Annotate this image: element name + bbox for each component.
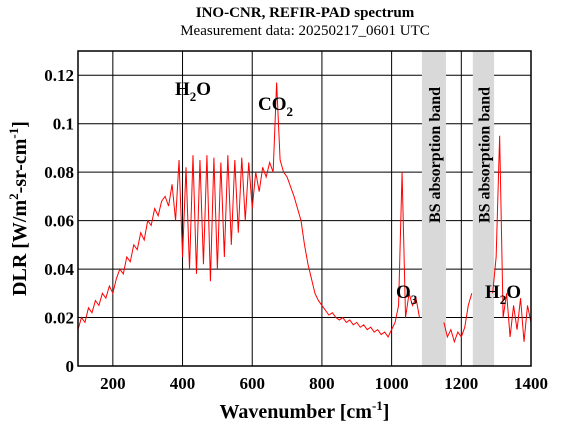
x-tick-label: 1000 [375,374,409,393]
superscript: -1 [372,398,383,413]
annotation-text: O [396,282,411,303]
y-axis-label-text: ] [9,121,31,128]
y-tick-label: 0.06 [44,212,74,231]
superscript: -1 [6,128,21,139]
chart-subtitle: Measurement data: 20250217_0601 UTC [180,23,430,39]
chart-title: INO-CNR, REFIR-PAD spectrum [196,5,415,21]
y-axis-label: DLR [W/m2-sr-cm-1] [6,121,31,296]
y-tick-label: 0.08 [44,163,74,182]
spectrum-line [77,82,532,344]
x-tick-label: 200 [100,374,126,393]
x-tick-label: 600 [239,374,265,393]
x-axis-label-text: Wavenumber [cm [220,401,373,423]
x-tick-label: 400 [170,374,196,393]
y-tick-label: 0 [66,357,75,376]
x-axis-label: Wavenumber [cm-1] [220,398,390,423]
subscript: 2 [190,89,197,104]
band-label: BS absorption band [427,87,444,223]
annotation-text: O [506,282,521,303]
subscript: 3 [411,292,418,307]
annotation-text: H [175,79,190,100]
x-tick-label: 1400 [514,374,548,393]
plot-frame [77,50,532,367]
subscript: 2 [500,292,507,307]
annotation: CO2 [258,94,293,119]
superscript: 2 [6,193,21,200]
plot-area [78,51,531,366]
x-tick-label: 1200 [444,374,478,393]
y-tick-label: 0.1 [53,115,74,134]
y-tick-label: 0.12 [44,66,74,85]
annotation: H2O [175,79,211,104]
x-axis-label-text: ] [383,401,390,423]
band-label: BS absorption band [476,87,493,223]
absorption-band [472,51,495,366]
annotation: O3 [396,282,418,307]
y-tick-label: 0.02 [44,309,74,328]
y-tick-label: 0.04 [44,260,74,279]
annotation-text: CO [258,94,287,115]
x-tick-label: 800 [309,374,335,393]
subscript: 2 [287,104,294,119]
absorption-band [421,51,446,366]
y-axis-label-text: -sr-cm [9,138,31,193]
annotation: H2O [485,282,521,307]
annotation-text: O [196,79,211,100]
y-axis-label-text: DLR [W/m [9,200,31,296]
annotation-text: H [485,282,500,303]
